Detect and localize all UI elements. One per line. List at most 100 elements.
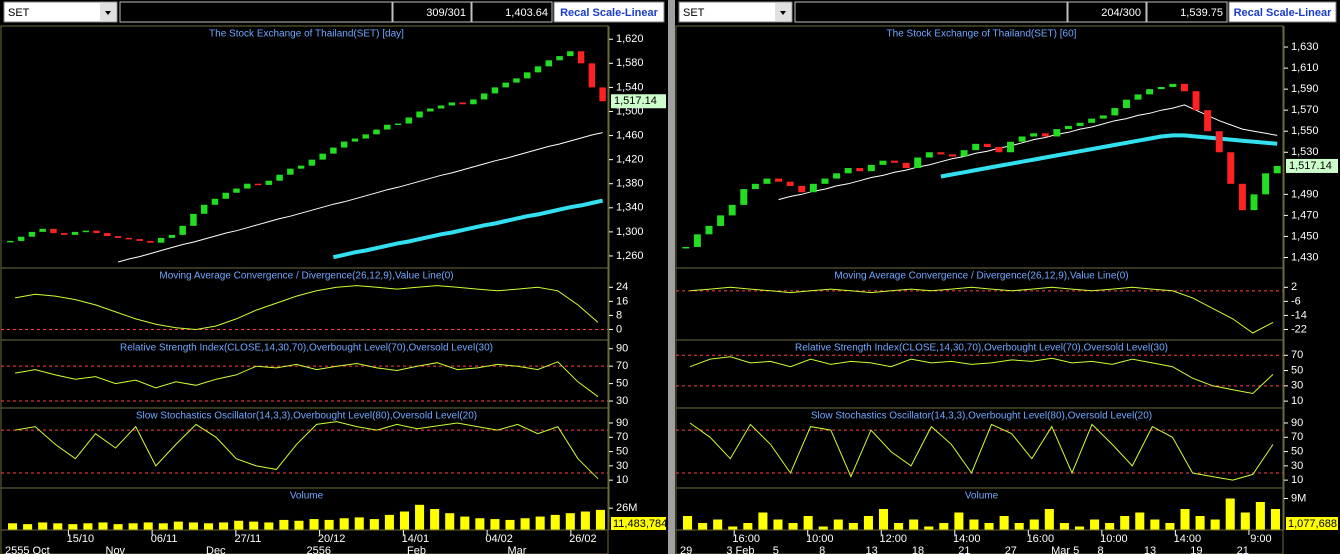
y-tick-label: 50 [616, 445, 628, 457]
volume-bar [1210, 519, 1220, 530]
candle [809, 183, 817, 193]
y-tick-label: 1,540 [616, 81, 644, 93]
volume-bar [565, 513, 575, 530]
candle [1215, 131, 1223, 153]
volume-bar [505, 519, 515, 530]
candle [362, 134, 369, 139]
month-label: Mar [508, 545, 527, 554]
candle [1192, 91, 1200, 111]
recal-button[interactable] [1228, 1, 1337, 23]
volume-bar [788, 523, 798, 530]
candle [751, 183, 759, 190]
month-label: Feb [407, 545, 426, 554]
candle [902, 162, 910, 169]
date-label: 16:00 [1027, 533, 1055, 545]
volume-bar [98, 522, 108, 530]
volume-bar [1120, 516, 1130, 530]
y-tick-label: 1,260 [616, 250, 644, 262]
volume-bar [279, 519, 289, 530]
candle [775, 178, 783, 182]
y-tick-label: 9M [1291, 492, 1306, 504]
dropdown-arrow [780, 11, 786, 15]
pane-divider[interactable] [668, 0, 675, 554]
candle [513, 78, 520, 83]
candle [330, 147, 337, 154]
month-label: 3 Feb [726, 545, 754, 554]
candle [1076, 122, 1084, 126]
volume-bar [520, 518, 530, 530]
month-label: 8 [1097, 545, 1103, 554]
volume-bar [399, 511, 410, 530]
candle [1134, 94, 1142, 100]
date-axis [675, 529, 1284, 554]
y-tick-label: 10 [1291, 395, 1303, 407]
volume-bar [1014, 523, 1024, 530]
volume-bar [848, 523, 858, 530]
candle [287, 168, 294, 175]
candle [705, 225, 713, 235]
stoch-title: Slow Stochastics Oscillator(14,3,3),Over… [136, 411, 477, 422]
candle [1122, 99, 1130, 109]
date-label: 10:00 [806, 533, 834, 545]
candle [480, 93, 488, 100]
symbol-text: SET [8, 7, 30, 19]
volume-bar [53, 523, 63, 530]
date-label: 14:00 [1174, 533, 1202, 545]
volume-bar [773, 519, 783, 530]
date-label: 06/11 [151, 533, 178, 545]
y-tick-label: 1,550 [1291, 125, 1319, 137]
candle [1180, 83, 1188, 92]
candle [879, 160, 887, 165]
y-tick-label: 30 [1291, 460, 1303, 472]
candle [740, 189, 748, 205]
volume-bar [1165, 523, 1175, 530]
candle [17, 236, 25, 241]
volume-bar [535, 516, 545, 530]
y-tick-label: 50 [1291, 364, 1303, 376]
y-tick-label: 30 [1291, 380, 1303, 392]
last-price-label: 1,517.14 [1289, 160, 1332, 172]
y-tick-label: 16 [616, 295, 628, 307]
volume-bar [863, 516, 873, 530]
candle [157, 237, 165, 243]
date-label: 12:00 [879, 533, 907, 545]
pane-background [675, 0, 1340, 554]
month-label: Nov [106, 545, 126, 554]
volume-bar [203, 523, 214, 530]
symbol-select[interactable] [678, 1, 793, 23]
stoch-title: Slow Stochastics Oscillator(14,3,3),Over… [811, 411, 1152, 422]
volume-bar [249, 521, 259, 530]
candle [1088, 118, 1096, 123]
price_panel-title: The Stock Exchange of Thailand(SET) [60] [887, 29, 1077, 40]
y-tick-label: 1,420 [616, 154, 644, 166]
volume-bar [1059, 523, 1069, 530]
recal-button[interactable] [553, 1, 665, 23]
candle [297, 165, 305, 169]
y-tick-label: 70 [616, 431, 628, 443]
volume-bar [894, 523, 904, 530]
candle [763, 178, 771, 184]
stoch-line [689, 422, 1274, 481]
candle [717, 215, 725, 226]
y-tick-label: 1,490 [1291, 188, 1319, 200]
month-label: 19 [1190, 545, 1202, 554]
symbol-select[interactable] [3, 1, 118, 23]
volume-bar [475, 518, 485, 530]
volume-bar [264, 522, 274, 530]
rsi-line [15, 361, 599, 398]
candle [1262, 173, 1270, 195]
candle [682, 246, 690, 249]
date-label: 14:00 [953, 533, 981, 545]
candle [1169, 83, 1177, 88]
candle [1146, 89, 1154, 95]
volume-bar [113, 524, 123, 530]
candle [136, 239, 143, 241]
y-tick-label: 1,610 [1291, 62, 1319, 74]
last-price-label: 1,517.14 [614, 95, 657, 107]
dropdown-arrow [105, 11, 111, 15]
volume-bar [430, 509, 440, 530]
candle [104, 233, 111, 237]
y-tick-label: 0 [616, 323, 622, 335]
candle [567, 51, 574, 57]
candle [588, 63, 596, 88]
